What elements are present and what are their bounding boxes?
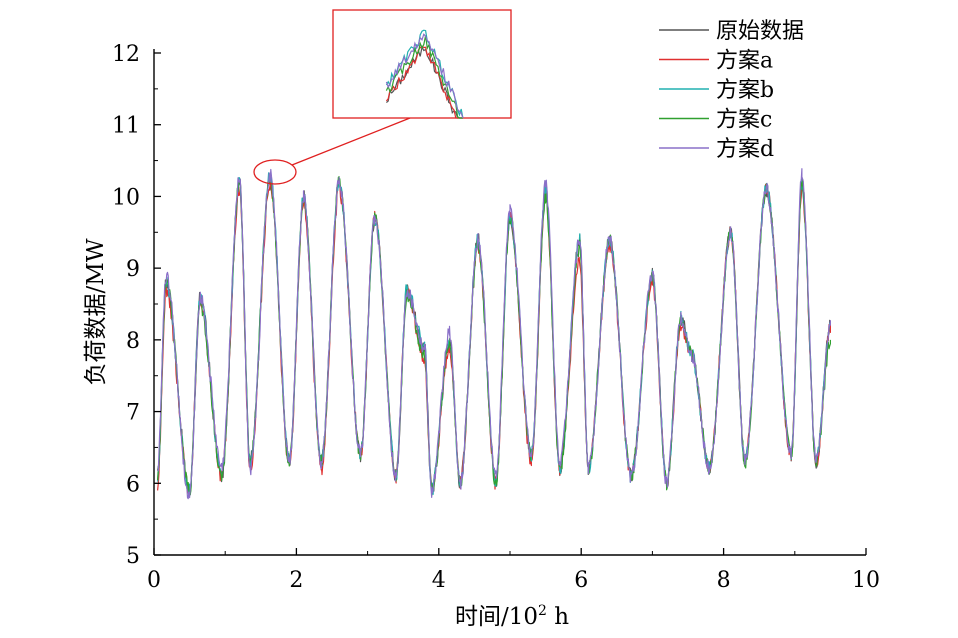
series-line-5 xyxy=(157,168,832,500)
y-tick-label: 9 xyxy=(126,257,140,282)
zoom-marker-ellipse xyxy=(253,159,297,185)
x-tick-label: 0 xyxy=(147,568,161,593)
y-tick-label: 6 xyxy=(126,472,140,497)
x-axis-label: 时间/102 h xyxy=(455,603,569,630)
y-tick-label: 5 xyxy=(126,544,140,569)
x-tick-label: 8 xyxy=(717,568,731,593)
zoom-inset-box xyxy=(332,9,512,119)
y-tick-label: 7 xyxy=(126,401,140,426)
y-tick-label: 11 xyxy=(112,114,140,139)
legend-label: 方案d xyxy=(716,137,774,162)
x-axis-label-superscript: 2 xyxy=(538,603,547,619)
series-line-2 xyxy=(157,178,832,494)
series-line-3 xyxy=(157,172,832,496)
axes xyxy=(153,49,867,556)
legend-label: 方案c xyxy=(716,108,772,133)
tick-labels: 0 2 4 6 8 10 5 6 7 8 9 10 11 12 xyxy=(112,42,880,593)
y-tick-label: 8 xyxy=(126,329,140,354)
x-tick-label: 2 xyxy=(289,568,303,593)
y-tick-label: 10 xyxy=(112,185,140,210)
inset-series-line-4 xyxy=(385,35,463,119)
series-line-4 xyxy=(157,176,832,497)
inset-series-line-5 xyxy=(385,33,464,119)
x-axis-label-unit: h xyxy=(547,604,569,630)
x-tick-label: 4 xyxy=(432,568,446,593)
y-axis-label: 负荷数据/MW xyxy=(83,238,109,385)
x-tick-label: 10 xyxy=(852,568,880,593)
zoom-connector-line xyxy=(291,117,411,166)
legend-label: 方案b xyxy=(716,78,774,103)
y-tick-label: 12 xyxy=(112,42,140,67)
inset-series-line-2 xyxy=(385,45,463,119)
series-line-1 xyxy=(157,176,832,493)
legend-label: 方案a xyxy=(716,49,773,74)
zoom-inset-lines xyxy=(385,29,464,119)
legend-label: 原始数据 xyxy=(716,19,804,44)
plot-lines xyxy=(157,168,832,500)
x-tick-label: 6 xyxy=(574,568,588,593)
